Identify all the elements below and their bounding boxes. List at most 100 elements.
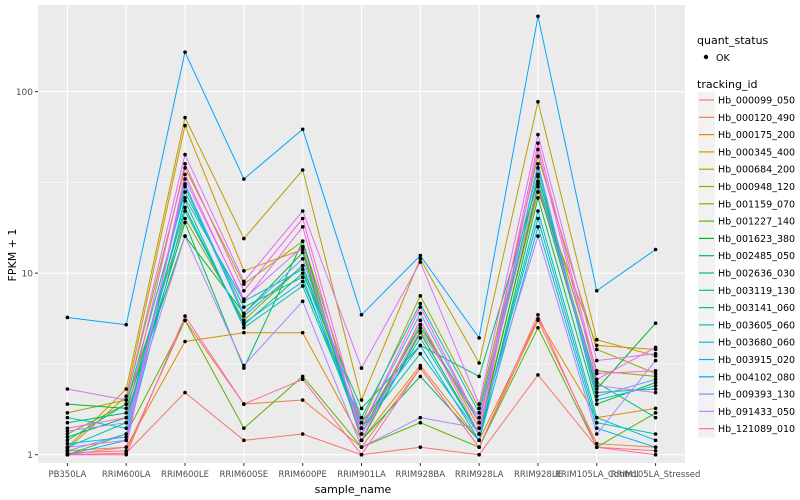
data-point (359, 432, 364, 436)
data-point (594, 347, 599, 352)
x-tick-label: RRIM928LA (455, 470, 504, 480)
data-point (242, 326, 246, 330)
data-point (183, 115, 187, 120)
data-point (183, 205, 187, 210)
data-point (536, 179, 540, 184)
data-point (359, 406, 364, 411)
data-point (418, 260, 423, 264)
x-tick-label: PB350LA (48, 470, 86, 480)
data-point (477, 438, 481, 443)
data-point (242, 402, 246, 406)
data-point (65, 449, 70, 453)
data-point (124, 398, 129, 402)
data-point (65, 435, 70, 439)
data-point (594, 383, 599, 388)
data-point (477, 420, 481, 425)
data-point (418, 294, 423, 298)
legend-label: Hb_003119_130 (718, 286, 795, 297)
data-point (653, 438, 658, 443)
data-point (183, 177, 187, 181)
data-point (536, 234, 540, 238)
data-point (359, 426, 364, 430)
y-axis: 1 10 100 (16, 88, 38, 461)
data-point (300, 244, 305, 249)
data-point (65, 411, 70, 415)
data-point (594, 337, 599, 342)
x-tick-label: RRIM105LA_Stressed (611, 470, 701, 480)
data-point (242, 426, 246, 430)
data-point (242, 321, 246, 326)
data-point (124, 435, 129, 439)
y-tick-label: 1 (27, 451, 33, 461)
legend-label: Hb_002636_030 (718, 269, 795, 280)
data-point (594, 445, 599, 449)
data-point (65, 420, 70, 425)
legend-label: Hb_000175_200 (718, 130, 795, 141)
legend-label: Hb_002485_050 (718, 251, 795, 262)
data-point (65, 387, 70, 391)
data-point (594, 380, 599, 385)
data-point (653, 371, 658, 376)
data-point (124, 445, 129, 449)
data-point (536, 326, 540, 330)
data-point (183, 182, 187, 186)
data-point (300, 250, 305, 255)
data-point (653, 411, 658, 415)
data-point (300, 374, 305, 379)
data-point (536, 312, 540, 317)
legend-label: Hb_000345_400 (718, 147, 795, 158)
data-point (594, 343, 599, 348)
data-point (65, 452, 70, 457)
legend: quant_status OK tracking_id Hb_000099_05… (697, 34, 795, 438)
data-point (418, 311, 423, 316)
legend-label: Hb_003915_020 (718, 355, 795, 366)
data-point (242, 282, 246, 286)
legend-label: Hb_091433_050 (718, 407, 795, 418)
data-point (594, 415, 599, 420)
data-point (477, 415, 481, 420)
data-point (124, 415, 129, 420)
data-point (418, 366, 423, 370)
data-point (653, 406, 658, 411)
x-tick-label: RRIM600PE (278, 470, 326, 480)
data-point (300, 209, 305, 213)
data-point (242, 314, 246, 318)
data-point (477, 452, 481, 457)
data-point (536, 373, 540, 377)
data-point (359, 452, 364, 457)
data-point (300, 216, 305, 221)
data-point (536, 132, 540, 137)
data-point (65, 315, 70, 320)
data-point (242, 299, 246, 304)
data-point (653, 374, 658, 379)
data-point (65, 429, 70, 433)
data-point (300, 256, 305, 261)
data-point (477, 374, 481, 379)
data-point (418, 253, 423, 258)
data-point (124, 387, 129, 391)
data-point (536, 154, 540, 159)
y-axis-label: FPKM + 1 (6, 229, 19, 282)
data-point (653, 415, 658, 420)
data-point (418, 374, 423, 379)
series-points (65, 14, 658, 457)
data-point (653, 432, 658, 436)
data-point (124, 411, 129, 415)
legend-label: Hb_121089_010 (718, 424, 795, 435)
data-point (653, 358, 658, 363)
data-point (300, 247, 305, 252)
y-tick-label: 10 (22, 270, 34, 280)
data-point (418, 305, 423, 309)
data-point (65, 415, 70, 420)
data-point (183, 234, 187, 238)
data-point (183, 196, 187, 200)
data-point (536, 172, 540, 177)
data-point (183, 162, 187, 166)
data-point (65, 445, 70, 449)
data-point (594, 358, 599, 363)
legend-color-title: tracking_id (697, 78, 758, 91)
data-point (536, 209, 540, 213)
x-tick-label: RRIM600LA (102, 470, 151, 480)
data-point (242, 269, 246, 273)
